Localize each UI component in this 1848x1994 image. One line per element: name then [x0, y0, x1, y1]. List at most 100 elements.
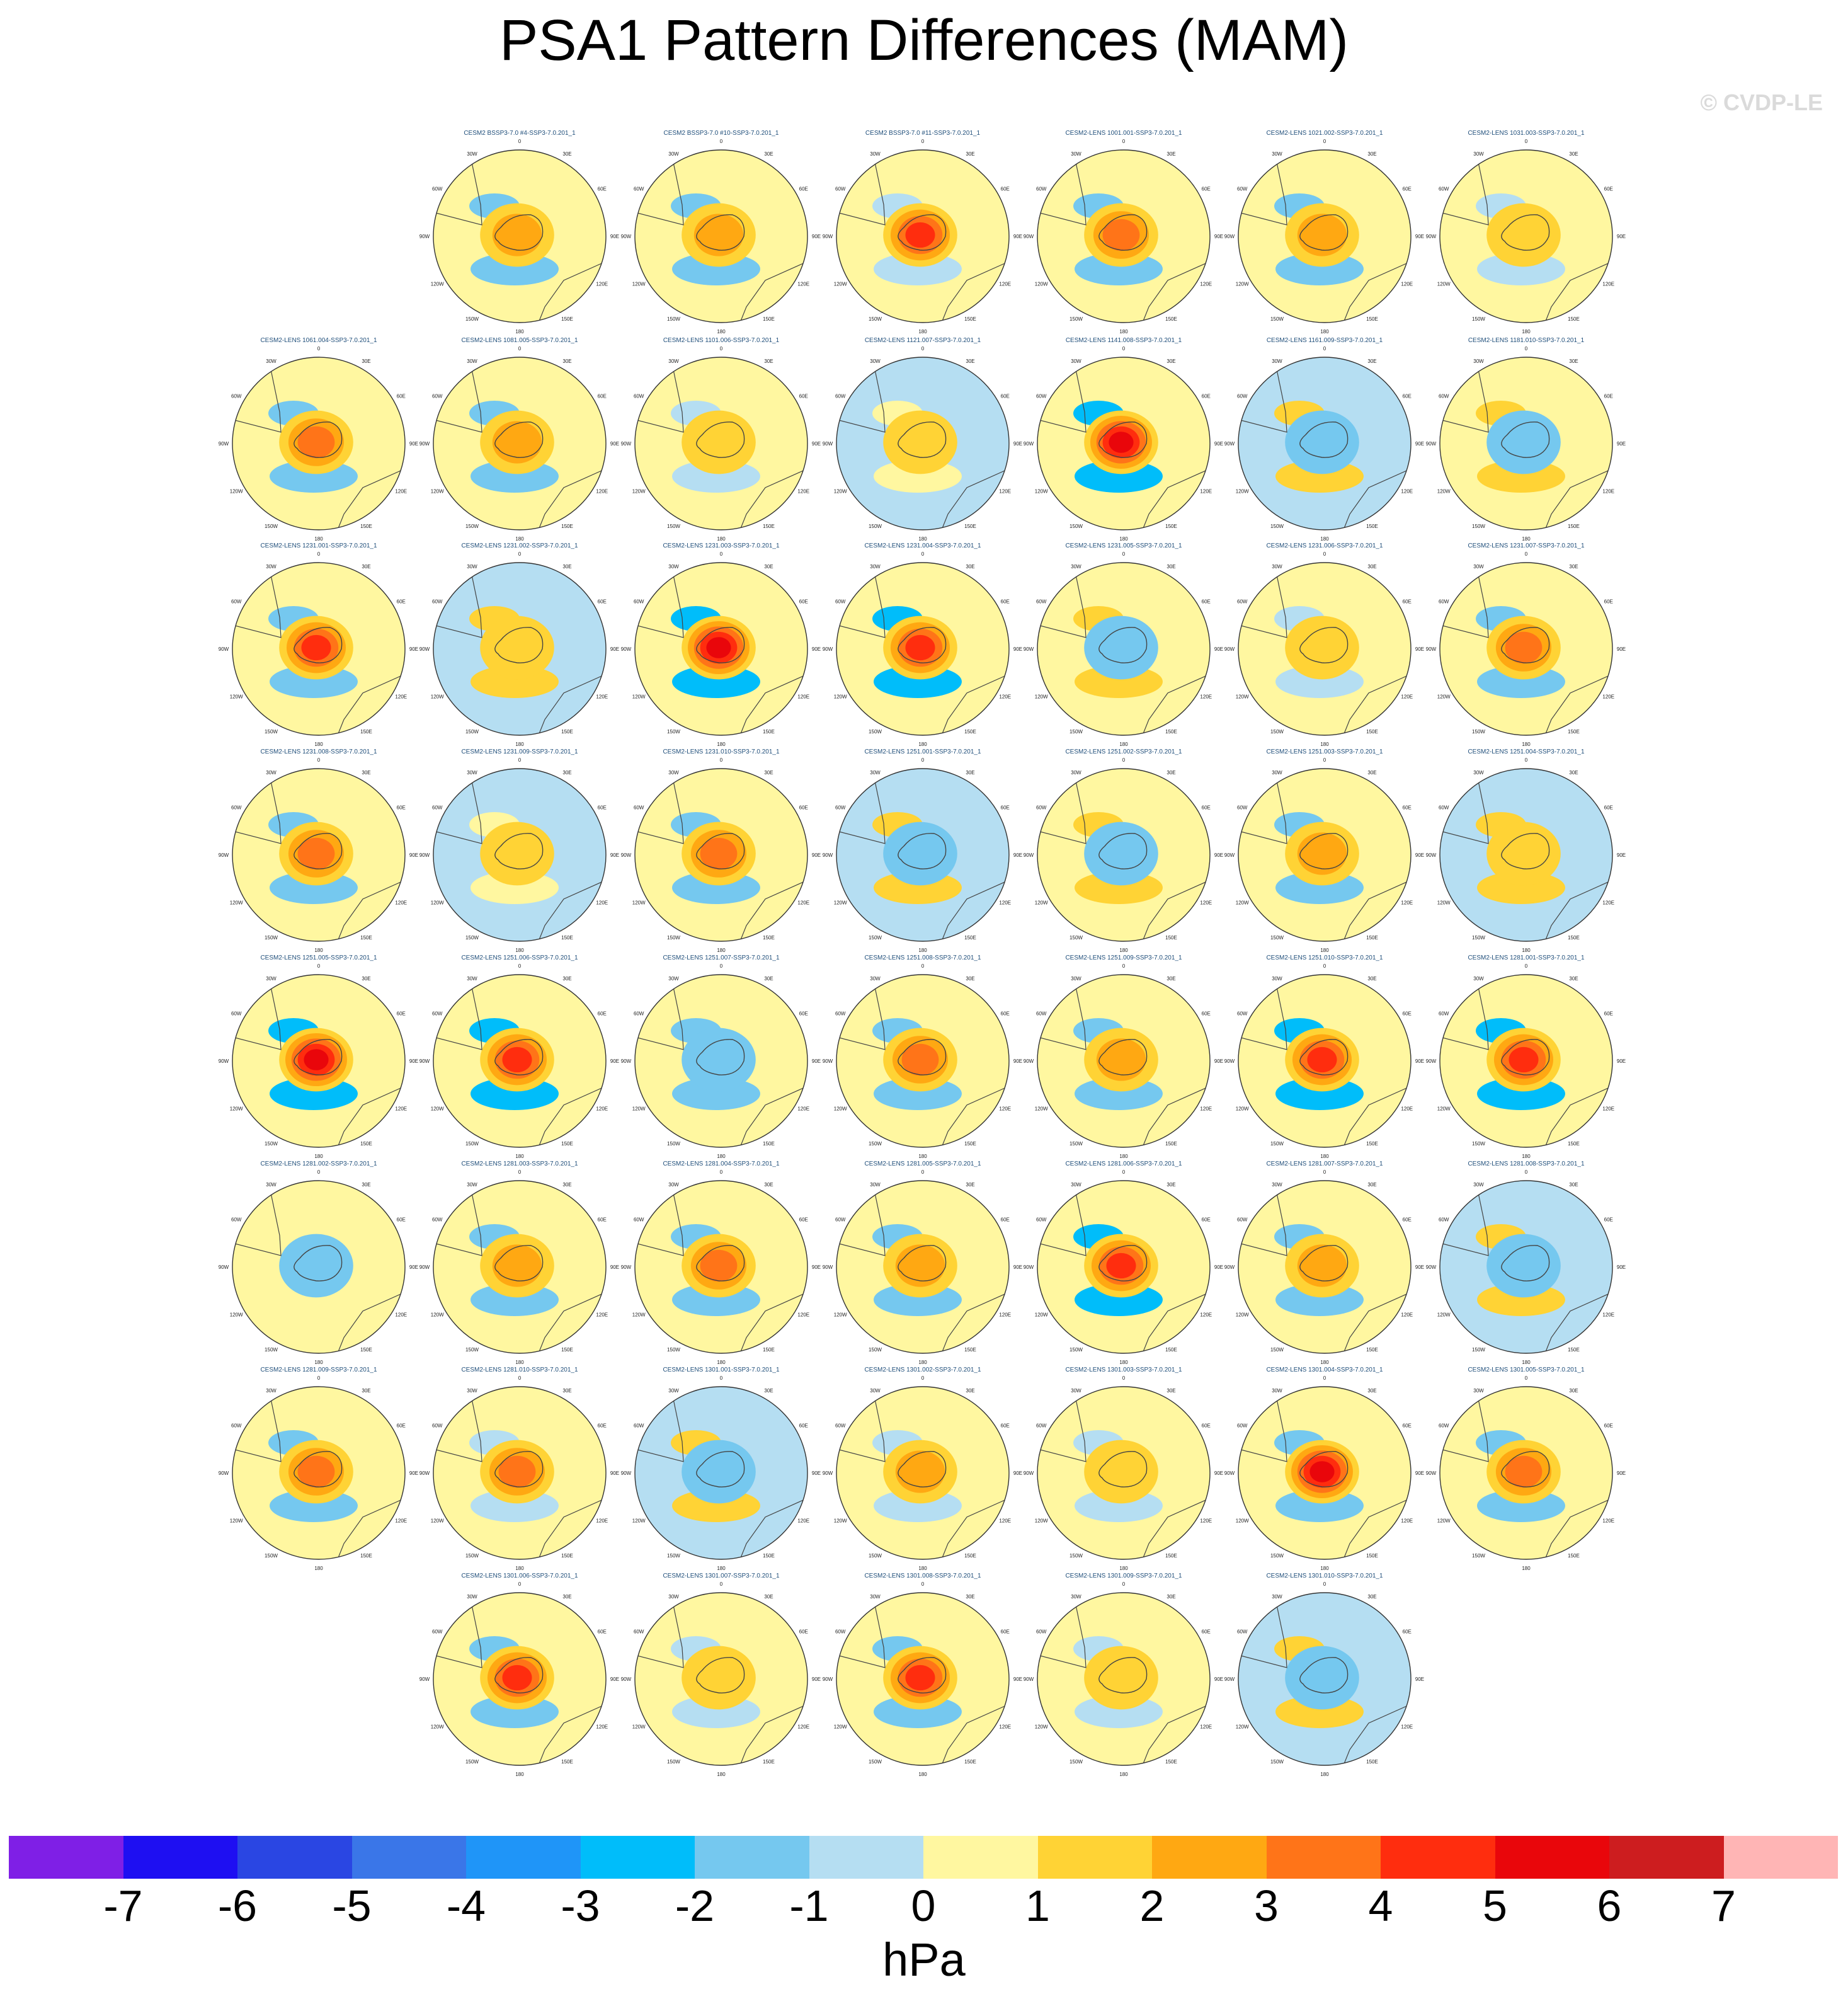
map-lon-label: 150W	[667, 1553, 680, 1559]
map-lon-label: 30E	[966, 1594, 974, 1600]
map-panel-title: CESM2-LENS 1161.009-SSP3-7.0.201_1	[1267, 337, 1383, 344]
map-lon-label: 150W	[265, 935, 278, 941]
map-lon-label: 90E	[610, 1264, 619, 1270]
map-lon-label: 180	[314, 536, 323, 542]
map-panel-title: CESM2-LENS 1301.002-SSP3-7.0.201_1	[864, 1367, 981, 1373]
map-lon-label: 120E	[797, 489, 809, 495]
map-lon-label: 120E	[999, 900, 1011, 906]
map-panel-title: CESM2-LENS 1231.010-SSP3-7.0.201_1	[663, 748, 780, 755]
antarctica-coastline	[1299, 833, 1349, 869]
map-lon-label: 90W	[823, 1058, 833, 1064]
map-lon-label: 90W	[419, 646, 430, 652]
map-border	[634, 562, 808, 736]
map-panel-title: CESM2-LENS 1231.006-SSP3-7.0.201_1	[1266, 542, 1383, 549]
map-lon-label: 180	[314, 1566, 323, 1571]
australia-coastline	[1343, 1498, 1411, 1559]
map-lon-label: 30W	[870, 1388, 881, 1394]
map-lon-label: 150W	[1472, 1347, 1485, 1353]
map-lon-label: 60E	[1202, 186, 1211, 192]
map-lon-label: 150E	[964, 1141, 976, 1147]
south-america-coastline	[836, 774, 886, 844]
map-panel-title: CESM2-LENS 1301.007-SSP3-7.0.201_1	[663, 1573, 780, 1579]
south-america-coastline	[836, 568, 886, 638]
australia-coastline	[739, 261, 807, 323]
map-lon-label: 60W	[231, 1011, 242, 1017]
map-lon-label: 0	[1323, 551, 1326, 557]
colorbar-tick-label: -5	[332, 1881, 372, 1930]
map-lon-label: 90W	[1224, 441, 1235, 447]
antarctica-coastline	[1501, 1451, 1550, 1487]
map-lon-label: 150E	[1165, 729, 1177, 735]
colorbar-box	[466, 1836, 581, 1879]
map-panel-title: CESM2-LENS 1281.008-SSP3-7.0.201_1	[1468, 1160, 1585, 1167]
map-lon-label: 180	[314, 1154, 323, 1159]
map-lon-label: 60W	[1237, 805, 1248, 811]
south-america-coastline	[1238, 568, 1287, 638]
map-lon-label: 150E	[561, 1553, 573, 1559]
map-lon-label: 150W	[1270, 1347, 1284, 1353]
map-lon-label: 30W	[467, 564, 477, 570]
map-lon-label: 30W	[1071, 1388, 1081, 1394]
map-lon-label: 150W	[869, 1759, 882, 1765]
map-lon-label: 150W	[1270, 1553, 1284, 1559]
map-panel-title: CESM2-LENS 1251.010-SSP3-7.0.201_1	[1266, 954, 1383, 961]
map-lon-label: 30W	[870, 976, 881, 982]
map-lon-label: 30W	[1473, 770, 1484, 776]
map-panel-title: CESM2-LENS 1301.005-SSP3-7.0.201_1	[1468, 1367, 1585, 1373]
map-lon-label: 180	[918, 1772, 927, 1777]
map-lon-label: 90E	[610, 441, 619, 447]
map-border	[1037, 974, 1211, 1148]
map-border	[1037, 357, 1211, 530]
antarctica-coastline	[1098, 833, 1148, 869]
south-america-coastline	[433, 1392, 482, 1462]
antarctica-coastline	[1299, 627, 1349, 663]
map-center-anomaly	[1297, 214, 1347, 256]
map-center-anomaly	[1309, 1461, 1335, 1482]
map-lon-label: 120W	[230, 489, 243, 495]
map-lon-label: 60W	[1036, 1423, 1047, 1429]
map-panel-title: CESM2-LENS 1281.002-SSP3-7.0.201_1	[260, 1160, 377, 1167]
map-lon-label: 90E	[409, 1470, 418, 1476]
map-lon-label: 60W	[1439, 599, 1449, 605]
map-lon-label: 150W	[667, 316, 680, 322]
australia-coastline	[739, 1704, 807, 1765]
south-america-coastline	[1440, 980, 1489, 1050]
map-lon-label: 60W	[1237, 1423, 1248, 1429]
map-lon-label: 60W	[835, 1423, 846, 1429]
map-lon-label: 150E	[964, 524, 976, 529]
map-lon-label: 90E	[812, 1470, 821, 1476]
map-panel: 0 30E 60E 90E 120E 150E 180 150W 120W 90W 60W 30W CE…	[1024, 748, 1223, 953]
map-lon-label: 150E	[964, 1759, 976, 1765]
map-lon-label: 120W	[1236, 1106, 1249, 1112]
map-lon-label: 90E	[610, 1470, 619, 1476]
map-lon-label: 120W	[1035, 1518, 1048, 1524]
map-lon-label: 180	[1320, 536, 1329, 542]
map-lon-label: 120E	[1602, 900, 1614, 906]
map-lon-label: 90E	[1415, 646, 1424, 652]
south-america-coastline	[1037, 156, 1087, 226]
map-border	[433, 1180, 607, 1354]
map-lon-label: 150W	[667, 1141, 680, 1147]
map-lon-label: 60E	[598, 186, 607, 192]
map-lon-label: 0	[518, 757, 522, 763]
antarctica-coastline	[696, 627, 745, 663]
antarctica-coastline	[494, 833, 544, 869]
map-lon-label: 30W	[870, 358, 881, 364]
map-lon-label: 30W	[1071, 358, 1081, 364]
map-lon-label: 90W	[621, 441, 632, 447]
colorbar-box	[123, 1836, 237, 1879]
map-lon-label: 0	[1525, 757, 1528, 763]
map-lon-label: 150E	[1568, 1553, 1580, 1559]
map-lon-label: 150W	[465, 1759, 479, 1765]
map-center-anomaly	[304, 1049, 329, 1070]
map-lon-label: 150E	[360, 1347, 372, 1353]
map-lon-label: 180	[1522, 1566, 1531, 1571]
map-lon-label: 90E	[1214, 1058, 1223, 1064]
map-lon-label: 90E	[812, 1264, 821, 1270]
colorbar-tick-label: 4	[1368, 1881, 1393, 1930]
map-lon-label: 120W	[431, 1106, 444, 1112]
map-border	[1439, 768, 1613, 942]
map-lon-label: 150E	[1568, 1347, 1580, 1353]
map-lon-label: 90W	[621, 1058, 632, 1064]
antarctica-coastline	[898, 1451, 947, 1487]
